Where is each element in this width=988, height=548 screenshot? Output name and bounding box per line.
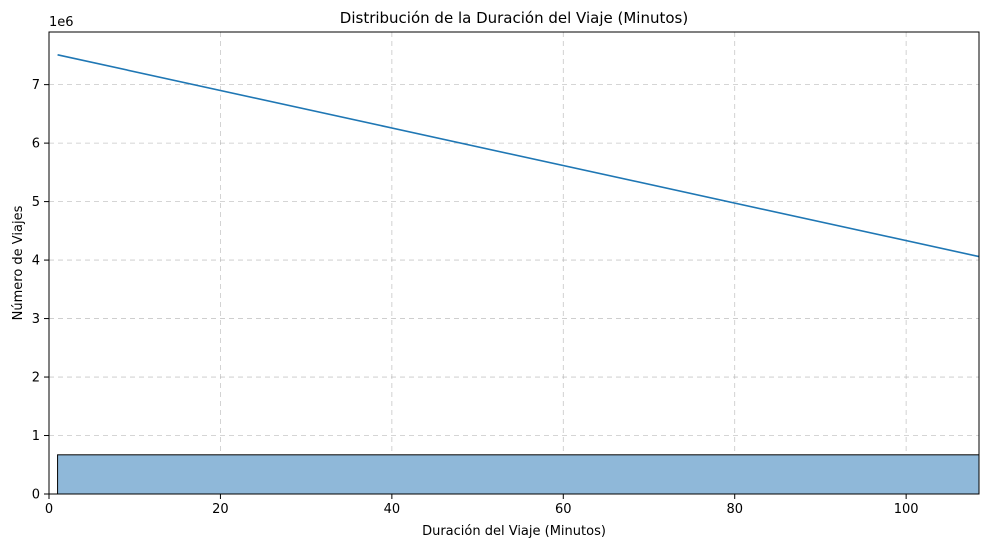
y-tick-label: 1 (32, 429, 40, 444)
histogram-bars (57, 454, 980, 495)
x-axis-ticks: 0 20 40 60 80 100 (45, 494, 919, 517)
y-tick-label: 0 (32, 488, 40, 503)
plot-background (49, 32, 979, 494)
x-axis-label: Duración del Viaje (Minutos) (422, 524, 606, 539)
x-tick-label: 80 (726, 502, 743, 517)
x-tick-label: 20 (212, 502, 229, 517)
y-axis-ticks: 0 1 2 3 4 5 6 7 (32, 78, 49, 503)
x-tick-label: 40 (384, 502, 401, 517)
y-tick-label: 4 (32, 254, 40, 269)
chart-title: Distribución de la Duración del Viaje (M… (340, 9, 688, 27)
y-tick-label: 6 (32, 137, 40, 152)
density-line (57, 54, 980, 258)
y-offset-label: 1e6 (49, 15, 74, 30)
x-tick-label: 0 (45, 502, 53, 517)
histogram-bar (57, 454, 980, 495)
y-tick-label: 3 (32, 312, 40, 327)
plot-frame (48, 31, 980, 495)
y-tick-label: 5 (32, 195, 40, 210)
x-tick-label: 60 (555, 502, 572, 517)
y-axis-label: Número de Viajes (11, 205, 26, 320)
x-tick-label: 100 (894, 502, 919, 517)
y-tick-label: 7 (32, 78, 40, 93)
y-tick-label: 2 (32, 371, 40, 386)
